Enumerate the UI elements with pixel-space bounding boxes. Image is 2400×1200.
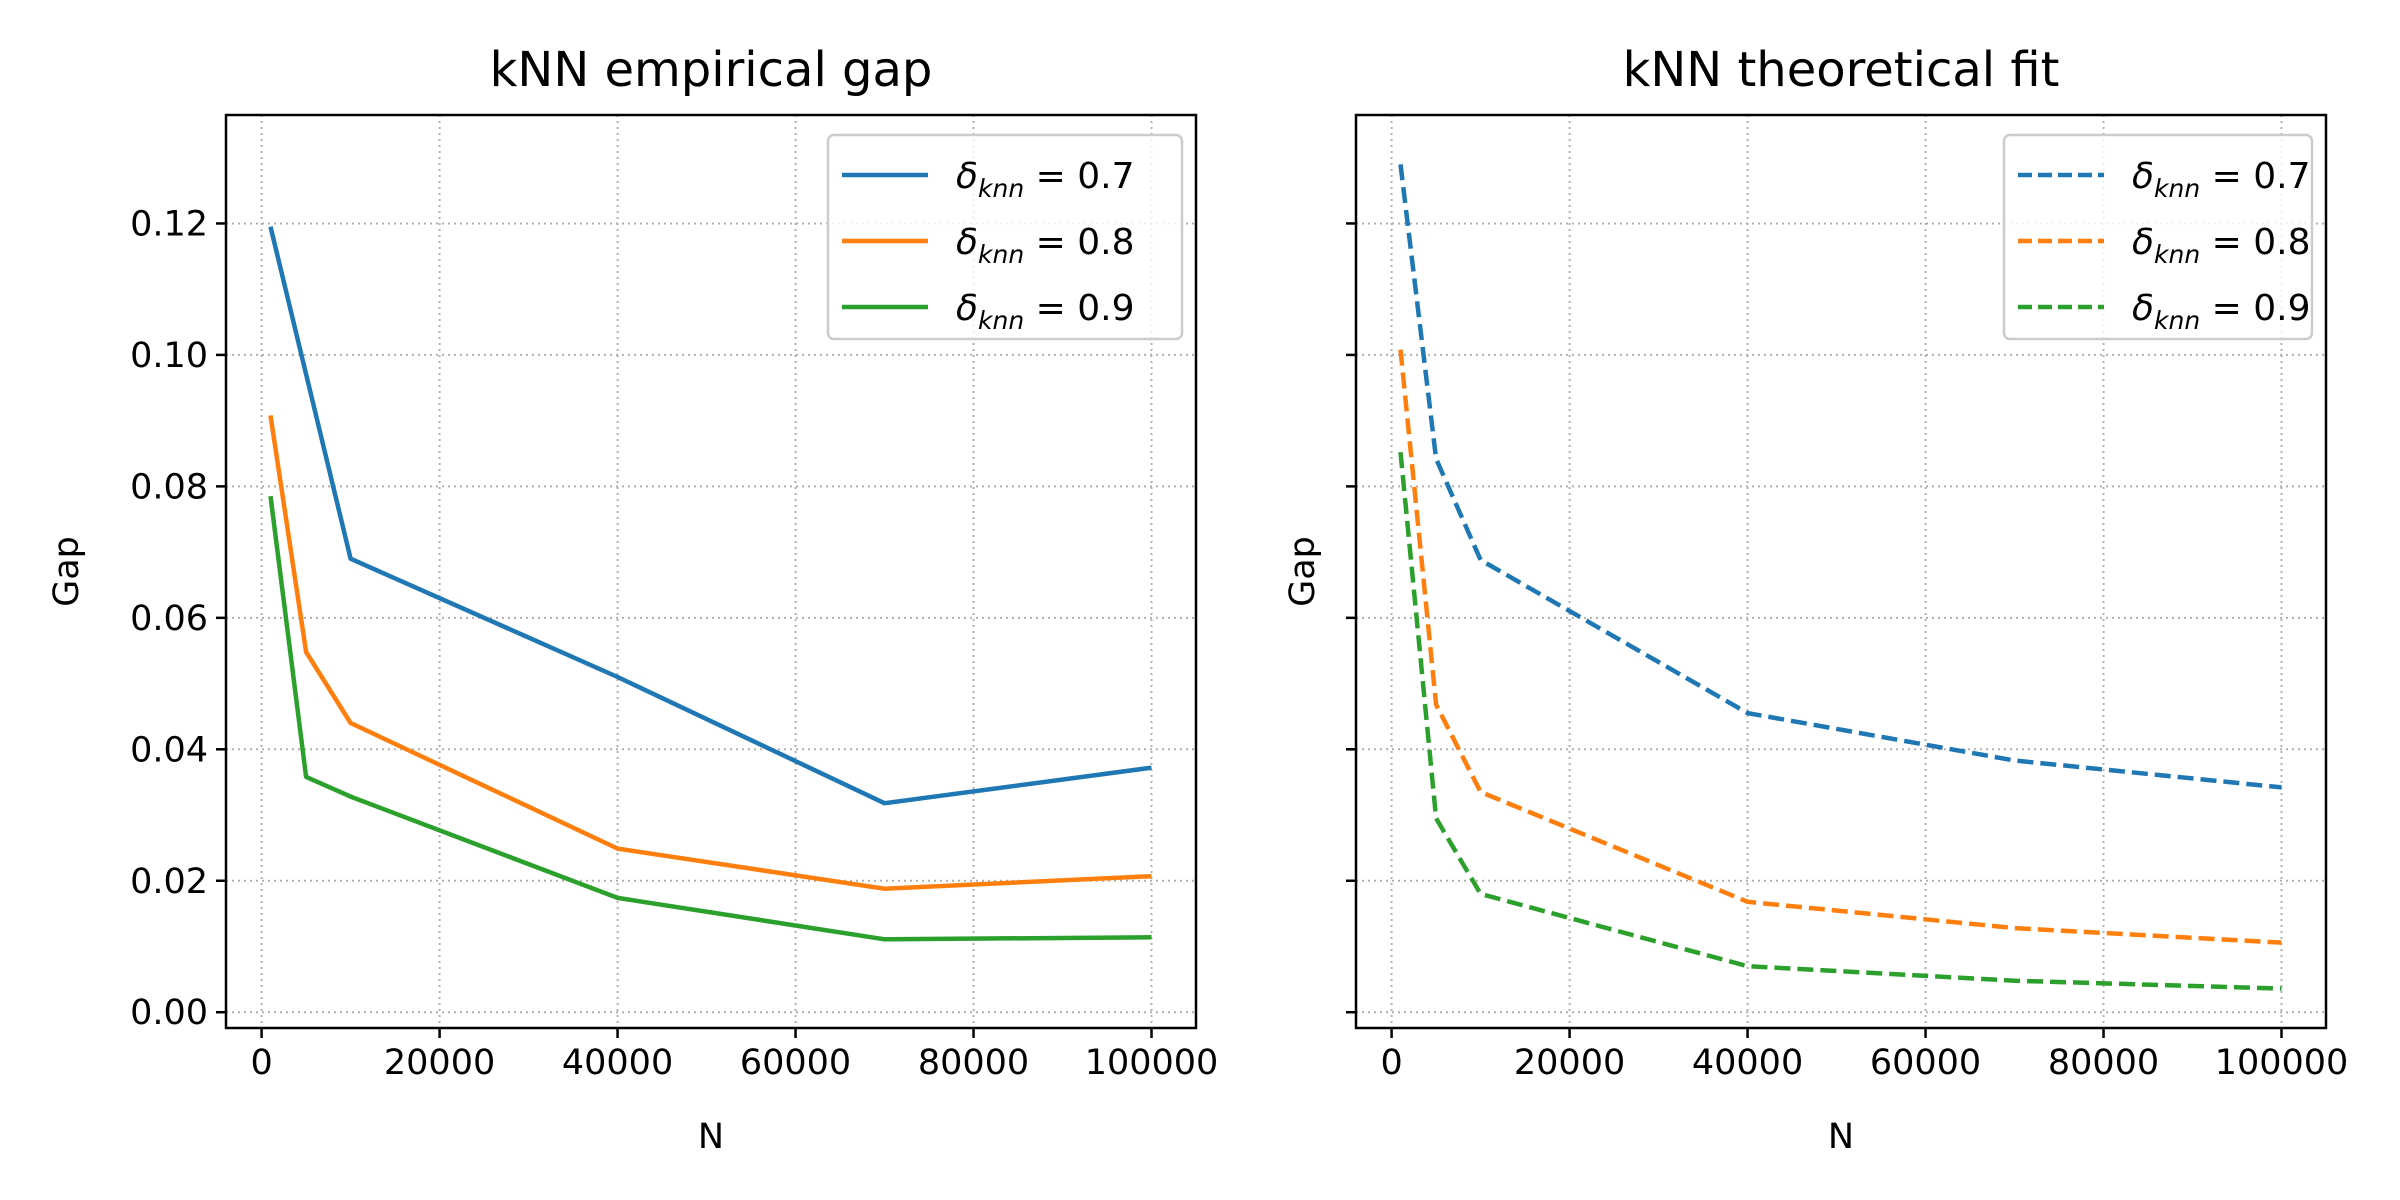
x-axis-label: N (698, 1117, 724, 1157)
legend-label: δknn = 0.7 (2132, 156, 2311, 203)
legend-box (2002, 133, 2314, 341)
legend: δknn = 0.7 δknn = 0.8 δknn = 0.9 (2002, 133, 2314, 341)
y-tick-label: 0.08 (130, 467, 208, 507)
legend-label: δknn = 0.7 (956, 156, 1135, 203)
x-tick-label: 0 (250, 1043, 272, 1083)
y-tick-label: 0.10 (130, 336, 208, 376)
plot-frame (1354, 113, 2328, 1030)
x-tick-label: 100000 (2215, 1043, 2349, 1083)
chart-title: kNN theoretical fit (1623, 42, 2060, 98)
legend-label: δknn = 0.8 (956, 222, 1135, 269)
y-tick-label: 0.00 (130, 993, 208, 1033)
x-tick-label: 20000 (1514, 1043, 1625, 1083)
series-line-1 (268, 226, 1152, 806)
y-axis-label: Gap (1283, 536, 1323, 607)
x-tick-label: 80000 (2048, 1043, 2159, 1083)
series-line-2 (268, 415, 1152, 891)
series-line-2 (1398, 349, 2282, 945)
x-axis-label: N (1828, 1117, 1854, 1157)
legend-label: δknn = 0.9 (2132, 288, 2311, 335)
x-tick-label: 0 (1380, 1043, 1402, 1083)
y-tick-label: 0.02 (130, 862, 208, 902)
x-tick-label: 40000 (1692, 1043, 1803, 1083)
series-line-3 (1398, 451, 2282, 991)
chart-title: kNN empirical gap (490, 42, 933, 98)
x-tick-label: 60000 (740, 1043, 851, 1083)
y-axis-label: Gap (47, 536, 87, 607)
series-line-3 (268, 495, 1152, 942)
chart-panel-1: 0 20000 40000 60000 80000 100000 0.00 0.02 0.04 0… (47, 42, 1218, 1157)
y-tick-label: 0.12 (130, 204, 208, 244)
x-tick-label: 100000 (1085, 1043, 1219, 1083)
x-tick-label: 80000 (918, 1043, 1029, 1083)
x-tick-label: 20000 (384, 1043, 495, 1083)
y-tick-label: 0.04 (130, 730, 208, 770)
y-tick-label: 0.06 (130, 599, 208, 639)
legend-box (826, 133, 1184, 341)
plot-frame (224, 113, 1198, 1030)
x-tick-label: 60000 (1870, 1043, 1981, 1083)
legend: δknn = 0.7 δknn = 0.8 δknn = 0.9 (826, 133, 1184, 341)
legend-label: δknn = 0.8 (2132, 222, 2311, 269)
chart-panel-2: 0 20000 40000 60000 80000 100000 kNN theoretic… (1283, 42, 2348, 1157)
legend-label: δknn = 0.9 (956, 288, 1135, 335)
x-tick-label: 40000 (562, 1043, 673, 1083)
series-line-1 (1398, 164, 2282, 790)
